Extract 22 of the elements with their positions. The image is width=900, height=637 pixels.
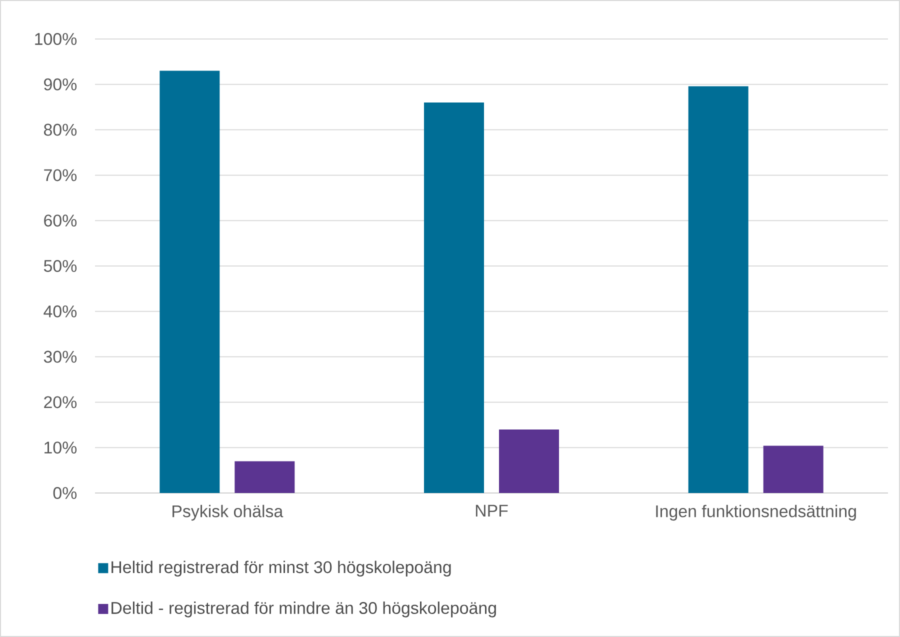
bar — [688, 86, 748, 493]
legend-label: Deltid - registrerad för mindre än 30 högskolepoäng — [112, 602, 496, 618]
y-tick-label: 20% — [44, 396, 77, 408]
y-tick-label: 30% — [44, 350, 77, 363]
bar — [763, 446, 824, 493]
x-tick-label: Ingen funktionsnedsättning — [656, 504, 856, 521]
legend-label: Heltid registrerad för minst 30 högskolepoäng — [112, 560, 451, 577]
y-tick-label: 50% — [44, 260, 77, 272]
y-tick-label: 0% — [53, 487, 77, 499]
y-tick-label: 70% — [44, 169, 77, 182]
x-tick-label: Psykisk ohälsa — [172, 504, 284, 521]
y-tick-label: 90% — [44, 78, 77, 90]
bar — [234, 461, 295, 493]
y-tick-label: 10% — [44, 442, 77, 454]
bar — [160, 70, 220, 493]
y-tick-label: 40% — [44, 305, 77, 318]
y-tick-label: 80% — [44, 124, 77, 136]
bar — [499, 429, 560, 493]
bar — [424, 102, 484, 493]
y-tick-label: 100% — [35, 32, 77, 45]
y-tick-label: 60% — [44, 214, 77, 227]
x-tick-label: NPF — [476, 504, 508, 516]
